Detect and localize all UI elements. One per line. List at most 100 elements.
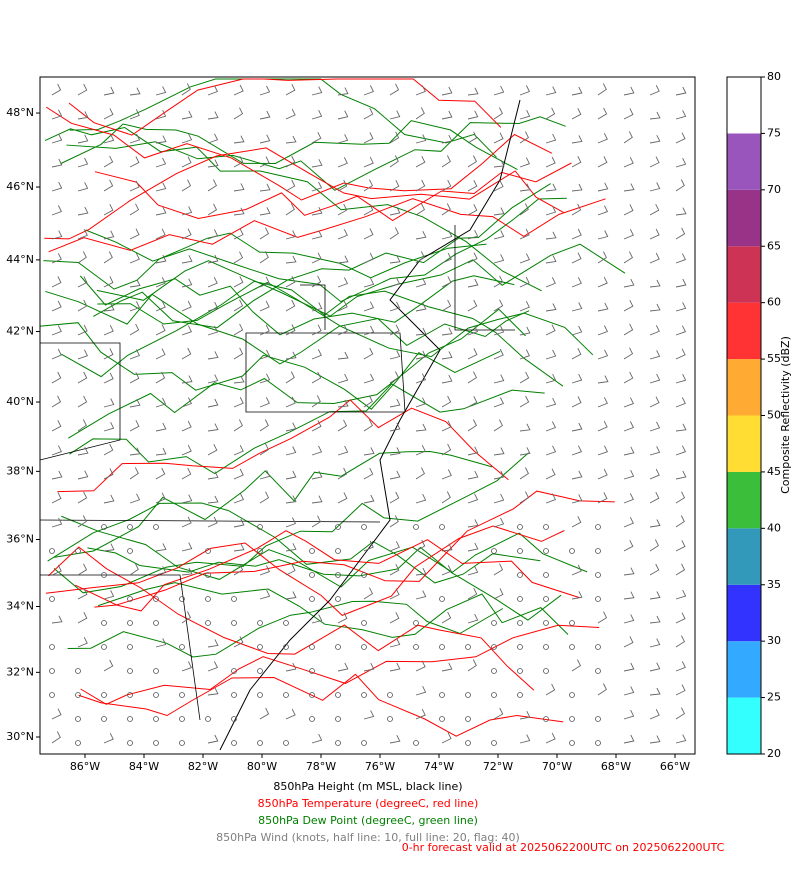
wind-barb	[155, 543, 167, 552]
wind-barb	[467, 542, 479, 552]
wind-barb	[623, 709, 635, 720]
wind-barb	[441, 252, 452, 264]
wind-barb	[207, 734, 219, 744]
wind-barb	[441, 110, 453, 120]
wind-barb	[623, 108, 634, 120]
wind-barb	[441, 662, 453, 672]
y-tick-label: 32°N	[6, 665, 34, 678]
calm-marker	[361, 692, 367, 698]
wind-barb	[233, 84, 244, 96]
wind-barb	[155, 566, 167, 576]
wind-barb	[51, 253, 62, 264]
wind-barb	[493, 707, 504, 720]
wind-barb	[597, 325, 609, 336]
x-tick-label: 82°W	[188, 760, 218, 773]
wind-barb	[337, 419, 348, 432]
wind-barb	[675, 132, 686, 144]
wind-barb	[545, 493, 557, 504]
wind-barb	[51, 133, 63, 144]
wind-barb	[623, 636, 634, 648]
wind-barb	[675, 707, 685, 720]
wind-barb	[675, 348, 686, 360]
calm-marker	[335, 740, 341, 746]
colorbar-tick-label: 75	[767, 126, 781, 139]
wind-barb	[545, 421, 557, 432]
wind-barb	[545, 732, 556, 744]
wind-barb	[337, 351, 349, 360]
wind-barb	[675, 661, 686, 672]
wind-barb	[363, 252, 374, 264]
wind-barb	[155, 254, 167, 264]
wind-barb	[259, 589, 271, 600]
wind-barb	[363, 278, 375, 288]
wind-barb	[389, 491, 400, 504]
wind-barb	[623, 323, 634, 336]
calm-marker	[257, 692, 263, 698]
wind-barb	[545, 349, 557, 360]
calm-marker	[595, 596, 601, 602]
wind-barb	[441, 276, 452, 288]
wind-barb	[285, 324, 296, 336]
wind-barb	[467, 204, 478, 216]
wind-barb	[597, 230, 609, 240]
wind-barb	[233, 207, 245, 216]
calm-marker	[569, 620, 575, 626]
calm-marker	[543, 668, 549, 674]
wind-barb	[233, 228, 244, 240]
contour-line	[94, 530, 580, 612]
calm-marker	[335, 716, 341, 722]
wind-barb	[441, 420, 452, 432]
wind-barb	[155, 324, 166, 336]
wind-barb	[415, 685, 427, 696]
contour-line	[68, 78, 502, 136]
wind-barb	[207, 398, 219, 408]
wind-barb	[415, 539, 426, 552]
calm-marker	[75, 692, 81, 698]
wind-barb	[545, 683, 556, 696]
wind-barb	[415, 423, 427, 432]
wind-barb	[623, 347, 634, 360]
wind-barb	[155, 638, 167, 648]
wind-barb	[155, 422, 167, 432]
wind-barb	[129, 156, 140, 168]
wind-barb	[597, 302, 609, 312]
wind-barb	[363, 203, 374, 216]
calm-marker	[439, 524, 445, 530]
wind-barb	[311, 86, 323, 96]
wind-barb	[233, 347, 244, 360]
wind-barb	[389, 447, 401, 456]
wind-barb	[519, 131, 529, 144]
wind-barb	[285, 564, 296, 576]
wind-barb	[51, 395, 62, 408]
calm-marker	[231, 692, 237, 698]
calm-marker	[49, 596, 55, 602]
wind-barb	[285, 446, 297, 456]
wind-barb	[51, 276, 62, 288]
wind-barb	[363, 710, 375, 720]
wind-barb	[103, 203, 114, 216]
wind-barb	[389, 155, 399, 168]
calm-marker	[75, 716, 81, 722]
wind-barb	[259, 110, 271, 120]
wind-barb	[649, 156, 660, 168]
wind-barb	[155, 276, 166, 288]
wind-barb	[389, 588, 400, 600]
wind-barb	[467, 659, 477, 672]
calm-marker	[257, 644, 263, 650]
wind-barb	[181, 278, 193, 288]
wind-barb	[129, 279, 141, 288]
calm-marker	[127, 740, 133, 746]
wind-barb	[129, 467, 139, 480]
wind-barb	[571, 203, 582, 216]
wind-barb	[519, 371, 530, 384]
wind-barb	[259, 324, 270, 336]
wind-barb	[337, 445, 349, 456]
wind-barb	[233, 276, 244, 288]
contour-line	[47, 502, 541, 584]
wind-barb	[467, 155, 477, 168]
wind-barb	[675, 589, 687, 600]
wind-barb	[129, 228, 140, 240]
wind-barb	[675, 86, 687, 96]
calm-marker	[335, 644, 341, 650]
contour-line	[80, 624, 600, 705]
